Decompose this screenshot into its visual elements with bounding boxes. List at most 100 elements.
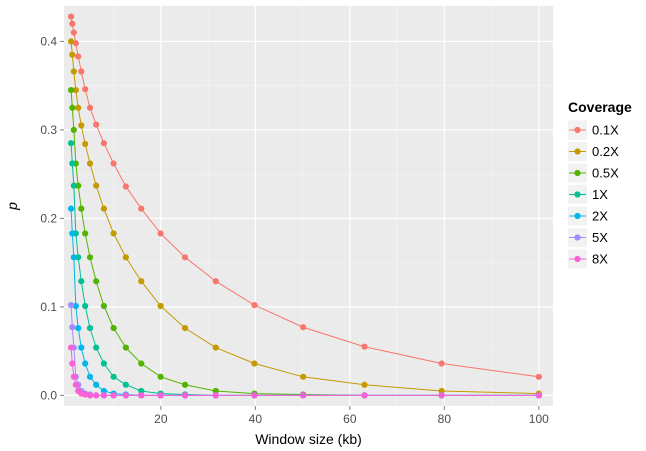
legend-key-point bbox=[574, 234, 581, 241]
series-0-5x-point bbox=[67, 86, 75, 94]
series-0-1x-point bbox=[212, 278, 219, 285]
series-0-1x-point bbox=[300, 324, 307, 331]
legend-label: 2X bbox=[592, 209, 608, 224]
series-0-1x-point bbox=[100, 140, 107, 147]
grid-major bbox=[64, 6, 553, 406]
series-1x-point bbox=[86, 325, 94, 332]
series-0-2x-point bbox=[72, 86, 79, 94]
series-0-2x-point bbox=[86, 160, 94, 167]
series-0-2x-point bbox=[82, 140, 89, 148]
legend-items: 0.1X 0.2X 0.5X 1X 2X 5X 8X bbox=[568, 120, 619, 269]
legend-key-point bbox=[574, 148, 581, 155]
series-0-1x bbox=[67, 13, 542, 380]
series-2x-point bbox=[69, 230, 76, 237]
series-0-1x-point bbox=[138, 205, 145, 212]
series-5x-point bbox=[67, 302, 75, 309]
series-0-2x-point bbox=[300, 373, 307, 380]
series-2x-point bbox=[100, 387, 107, 395]
y-tick-label: 0.1 bbox=[40, 300, 57, 314]
series-0-1x-point bbox=[535, 373, 542, 380]
series-1x-point bbox=[100, 360, 107, 367]
legend-label: 5X bbox=[592, 230, 608, 245]
legend-key-point bbox=[574, 255, 581, 263]
x-tick-label: 20 bbox=[154, 412, 168, 426]
legend: Coverage 0.1X 0.2X 0.5X 1X 2X 5X 8X bbox=[568, 99, 632, 269]
series-0-2x-point bbox=[67, 38, 75, 45]
series-0-1x-point bbox=[82, 86, 89, 93]
series-1x-point bbox=[78, 278, 85, 285]
x-tick-label: 40 bbox=[249, 412, 263, 426]
series-8x-point bbox=[100, 392, 107, 399]
legend-item: 8X bbox=[568, 249, 608, 269]
legend-label: 8X bbox=[592, 252, 608, 267]
legend-item: 0.1X bbox=[568, 120, 619, 140]
series-0-5x-point bbox=[69, 104, 76, 111]
series-2x-point bbox=[75, 325, 82, 332]
x-tick-label: 80 bbox=[438, 412, 452, 426]
series-8x-point bbox=[82, 391, 89, 398]
series-0-5x-point bbox=[75, 182, 82, 189]
series-8x-point bbox=[93, 392, 100, 399]
series-0-2x-point bbox=[110, 230, 117, 237]
series-8x-point bbox=[67, 344, 75, 351]
series-0-5x-point bbox=[82, 230, 89, 237]
series-0-5x-point bbox=[78, 205, 85, 212]
series-2x-point bbox=[93, 381, 100, 388]
series-8x-point bbox=[300, 392, 307, 399]
series-0-2x-point bbox=[181, 325, 189, 332]
series-0-5x-point bbox=[122, 344, 129, 351]
series-8x-point bbox=[438, 392, 445, 399]
legend-key-point bbox=[574, 212, 581, 220]
series-0-1x-point bbox=[251, 302, 258, 309]
series-0-1x-point bbox=[122, 183, 129, 190]
series-0-5x-point bbox=[70, 126, 77, 133]
series-8x-point bbox=[70, 373, 77, 380]
series-1x-point bbox=[110, 373, 117, 380]
series-2x-point bbox=[67, 205, 75, 212]
series-0-1x-point bbox=[78, 68, 85, 75]
series-8x-point bbox=[535, 392, 542, 399]
y-axis-title: p bbox=[4, 202, 20, 211]
series-0-5x-point bbox=[138, 360, 145, 367]
series-1x-point bbox=[138, 387, 145, 395]
series-8x bbox=[67, 344, 542, 399]
series-0-5x-point bbox=[100, 302, 107, 310]
series-1x-point bbox=[67, 140, 75, 147]
x-tick-label: 60 bbox=[343, 412, 357, 426]
series-0-2x-point bbox=[78, 122, 85, 129]
series-0-1x-point bbox=[361, 343, 368, 350]
legend-label: 1X bbox=[592, 187, 608, 202]
legend-item: 5X bbox=[568, 228, 608, 247]
series-0-5x-point bbox=[212, 387, 219, 395]
series-0-2x-point bbox=[438, 387, 445, 395]
series-1x-point bbox=[93, 344, 100, 351]
series-8x-point bbox=[361, 392, 368, 399]
series-0-5x-point bbox=[110, 325, 117, 332]
series-0-1x-point bbox=[181, 254, 189, 261]
series-0-2x-point bbox=[212, 344, 219, 351]
series-0-2x-point bbox=[75, 104, 82, 111]
series-8x-point bbox=[251, 392, 258, 399]
series-0-2x-point bbox=[93, 182, 100, 189]
legend-title: Coverage bbox=[568, 99, 632, 115]
series-0-1x-point bbox=[157, 230, 164, 237]
series-2x-point bbox=[78, 344, 85, 351]
series-8x-point bbox=[181, 392, 189, 399]
series-2x-point bbox=[72, 302, 79, 310]
series-1x-point bbox=[69, 160, 76, 167]
series-0-2x-point bbox=[138, 278, 145, 285]
series-0-1x-point bbox=[86, 104, 94, 111]
series-8x-point bbox=[138, 392, 145, 399]
series-2x-point bbox=[70, 254, 77, 261]
y-tick-label: 0.4 bbox=[40, 34, 57, 48]
series-8x-point bbox=[157, 392, 164, 399]
legend-label: 0.5X bbox=[592, 166, 619, 181]
panel-background bbox=[64, 6, 553, 406]
series-8x-point bbox=[212, 392, 219, 399]
series-0-5x-point bbox=[181, 381, 189, 388]
legend-item: 0.5X bbox=[568, 163, 619, 183]
series-1x-point bbox=[82, 302, 89, 310]
series-layer bbox=[67, 13, 542, 399]
series-0-1x-point bbox=[110, 160, 117, 167]
